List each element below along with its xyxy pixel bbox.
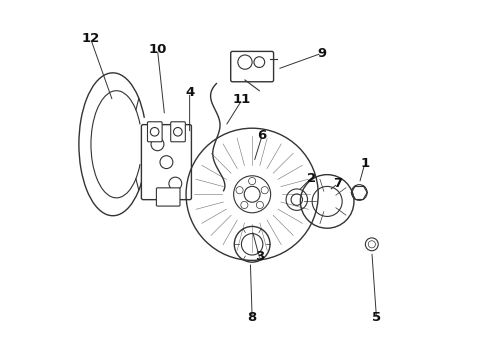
Text: 4: 4 — [185, 86, 194, 99]
FancyBboxPatch shape — [147, 122, 162, 142]
FancyBboxPatch shape — [171, 122, 185, 142]
Text: 5: 5 — [372, 311, 381, 324]
Text: 12: 12 — [81, 32, 100, 45]
Text: 11: 11 — [233, 93, 251, 106]
Text: 1: 1 — [360, 157, 369, 170]
FancyBboxPatch shape — [231, 51, 273, 82]
FancyBboxPatch shape — [142, 125, 192, 200]
Text: 8: 8 — [247, 311, 257, 324]
Text: 10: 10 — [148, 43, 167, 56]
Text: 2: 2 — [307, 172, 316, 185]
Text: 6: 6 — [258, 129, 267, 142]
Text: 3: 3 — [255, 250, 264, 263]
Text: 7: 7 — [333, 177, 343, 190]
Text: 9: 9 — [317, 47, 326, 60]
FancyBboxPatch shape — [156, 188, 180, 206]
